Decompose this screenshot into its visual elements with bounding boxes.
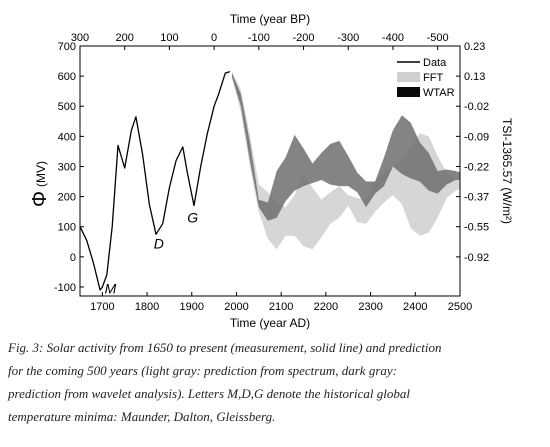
right-tick-label: -0.92 <box>464 252 489 264</box>
left-axis-label: Φ (MV) <box>29 161 51 207</box>
right-axis-label: TSI-1365.57 (W/m²) <box>500 118 514 224</box>
measured-data-line <box>79 70 231 291</box>
top-tick-label: -300 <box>337 32 359 44</box>
top-tick-label: 0 <box>211 32 217 44</box>
y-tick-label: 400 <box>58 131 76 143</box>
annotation-g: G <box>187 210 198 226</box>
right-tick-label: -0.02 <box>464 101 489 113</box>
figure-caption: Fig. 3: Solar activity from 1650 to pres… <box>8 336 544 428</box>
x-tick-label: 2000 <box>224 301 248 313</box>
y-tick-label: 600 <box>58 71 76 83</box>
right-tick-label: -0.55 <box>464 222 489 234</box>
y-tick-label: 200 <box>58 192 76 204</box>
band-fft <box>232 71 460 250</box>
legend-data-label: Data <box>423 57 447 69</box>
plot-frame <box>79 45 461 297</box>
legend-wtar-label: WTAR <box>423 87 455 99</box>
top-tick-label: -400 <box>382 32 404 44</box>
right-tick-label: 0.23 <box>464 41 485 53</box>
y-tick-label: 100 <box>58 222 76 234</box>
y-tick-label: 700 <box>58 41 76 53</box>
top-tick-label: -500 <box>427 32 449 44</box>
right-tick-label: -0.22 <box>464 161 489 173</box>
top-tick-label: 100 <box>160 32 178 44</box>
axis-ticks: 1700 1800 1900 2000 2100 2200 2300 2400 2500-100… <box>54 32 489 313</box>
legend-fft-swatch <box>397 72 420 82</box>
x-tick-label: 1700 <box>90 301 114 313</box>
annotation-d: D <box>154 235 164 251</box>
x-tick-label: 2500 <box>448 301 472 313</box>
x-tick-label: 2300 <box>358 301 382 313</box>
x-tick-label: 1900 <box>180 301 204 313</box>
x-tick-label: 2200 <box>314 301 338 313</box>
band-wtar <box>232 73 460 221</box>
minima-annotations: M D G <box>105 210 199 297</box>
x-tick-label: 2400 <box>403 301 427 313</box>
solar-activity-chart: 1700 1800 1900 2000 2100 2200 2300 2400 2500-100… <box>29 12 514 330</box>
caption-line: prediction from wavelet analysis). Lette… <box>8 386 410 401</box>
prediction-bands <box>232 71 460 250</box>
x-tick-label: 2100 <box>269 301 293 313</box>
caption-line: for the coming 500 years (light gray: pr… <box>8 363 397 378</box>
top-tick-label: -200 <box>293 32 315 44</box>
y-tick-label: -100 <box>54 282 76 294</box>
top-tick-label: -100 <box>248 32 270 44</box>
caption-line: temperature minima: Maunder, Dalton, Gle… <box>8 409 276 424</box>
top-tick-label: 300 <box>71 32 89 44</box>
bottom-axis-label: Time (year AD) <box>230 316 310 330</box>
left-axis-symbol: Φ <box>29 191 51 207</box>
legend: Data FFT WTAR <box>397 57 455 99</box>
right-tick-label: 0.13 <box>464 71 485 83</box>
legend-wtar-swatch <box>397 87 420 97</box>
x-tick-label: 1800 <box>135 301 159 313</box>
right-tick-label: -0.09 <box>464 131 489 143</box>
y-tick-label: 0 <box>70 252 76 264</box>
y-tick-label: 300 <box>58 161 76 173</box>
top-tick-label: 200 <box>116 32 134 44</box>
right-tick-label: -0.37 <box>464 192 489 204</box>
legend-fft-label: FFT <box>423 72 443 84</box>
series-line-data <box>79 70 231 291</box>
left-axis-unit: (MV) <box>34 161 48 187</box>
caption-line: Fig. 3: Solar activity from 1650 to pres… <box>8 340 442 355</box>
top-axis-label: Time (year BP) <box>230 12 310 26</box>
y-tick-label: 500 <box>58 101 76 113</box>
annotation-m: M <box>105 280 117 296</box>
